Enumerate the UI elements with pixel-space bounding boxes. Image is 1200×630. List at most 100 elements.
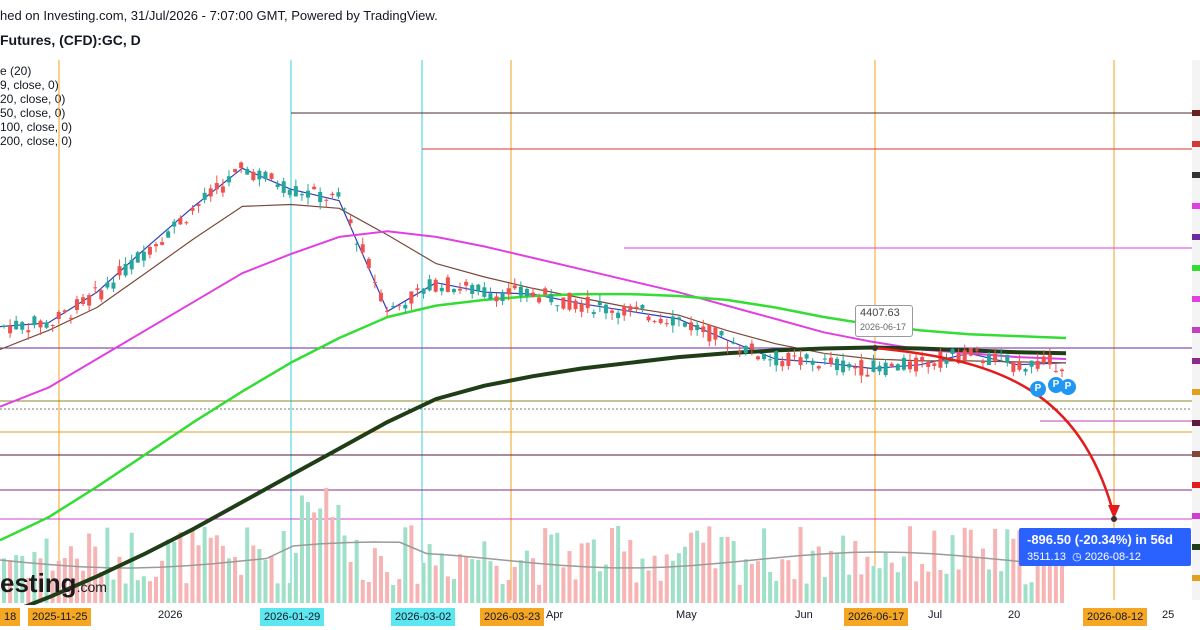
volume-bar	[251, 545, 256, 603]
x-label: 25	[1162, 609, 1175, 621]
volume-bar	[488, 561, 493, 603]
legend-ma-20[interactable]: 20, close, 0)	[0, 92, 66, 106]
axis-level-tick	[1192, 451, 1200, 457]
axis-level-tick	[1192, 234, 1200, 240]
candle-body	[220, 186, 225, 193]
candle-body	[616, 312, 621, 319]
candle-body	[579, 303, 584, 312]
volume-bar	[683, 546, 688, 603]
volume-bar	[105, 527, 110, 603]
volume-bar	[20, 555, 25, 603]
legend-ma-200[interactable]: 200, close, 0)	[0, 134, 73, 148]
volume-bar	[719, 537, 724, 603]
volume-bar	[117, 556, 122, 603]
candle-body	[537, 297, 542, 303]
candle-body	[14, 320, 19, 330]
candle-body	[634, 306, 639, 309]
volume-bar	[603, 564, 608, 603]
volume-bar	[901, 556, 906, 603]
candle-body	[166, 231, 171, 238]
volume-bar	[32, 551, 37, 603]
candle-body	[257, 170, 262, 180]
axis-level-tick	[1192, 389, 1200, 395]
volume-bar	[220, 545, 225, 603]
volume-bar	[141, 576, 146, 603]
legend-ma-9[interactable]: 9, close, 0)	[0, 78, 59, 92]
volume-bar	[725, 536, 730, 603]
volume-bar	[792, 579, 797, 603]
candle-body	[458, 288, 463, 291]
candle-body	[518, 286, 523, 296]
x-label: 20	[1008, 609, 1021, 621]
candle-body	[445, 277, 450, 292]
price-chart[interactable]	[0, 0, 1192, 605]
candle-body	[372, 282, 377, 284]
volume-bar	[451, 578, 456, 603]
candle-body	[999, 355, 1004, 357]
volume-bar	[214, 535, 219, 603]
candle-body	[287, 189, 292, 195]
candle-body	[239, 162, 244, 169]
legend-volume-ma[interactable]: e (20)	[0, 64, 32, 78]
volume-bar	[293, 552, 298, 603]
candle-body	[44, 322, 49, 328]
candle-body	[597, 302, 602, 306]
volume-bar	[500, 583, 505, 603]
legend-ma-100[interactable]: 100, close, 0)	[0, 120, 73, 134]
volume-bar	[403, 527, 408, 603]
volume-bar	[409, 525, 414, 603]
volume-bar	[780, 559, 785, 603]
volume-bar	[907, 526, 912, 603]
volume-bar	[372, 548, 377, 603]
volume-bar	[427, 544, 432, 603]
candle-body	[451, 289, 456, 293]
volume-bar	[506, 579, 511, 603]
candle-body	[312, 186, 317, 190]
volume-bar	[549, 534, 554, 603]
volume-bar	[658, 580, 663, 603]
volume-bar	[664, 554, 669, 603]
volume-bar	[470, 559, 475, 603]
volume-bar	[822, 576, 827, 603]
volume-bar	[1011, 538, 1016, 603]
event-badge[interactable]: P	[1060, 379, 1076, 395]
volume-bar	[233, 556, 238, 603]
x-label: 2026-03-02	[391, 608, 456, 626]
volume-bar	[889, 562, 894, 603]
chart-header-source: hed on Investing.com, 31/Jul/2026 - 7:07…	[0, 8, 438, 23]
volume-bar	[695, 530, 700, 603]
candle-body	[494, 296, 499, 302]
candle-body	[2, 325, 6, 327]
candle-body	[214, 183, 219, 190]
event-badge[interactable]: P	[1030, 381, 1046, 397]
volume-bar	[226, 558, 231, 603]
legend-ma-50[interactable]: 50, close, 0)	[0, 106, 66, 120]
volume-bar	[676, 553, 681, 603]
volume-bar	[816, 546, 821, 603]
volume-bar	[397, 579, 402, 603]
volume-bar	[1041, 549, 1046, 603]
candle-body	[488, 293, 493, 300]
candle-body	[980, 361, 985, 363]
volume-bar	[154, 576, 159, 603]
candle-body	[385, 310, 390, 312]
candle-body	[299, 194, 304, 196]
volume-bar	[275, 583, 280, 603]
logo-main: esting	[0, 568, 77, 598]
x-label: 2026-01-29	[260, 608, 325, 626]
volume-bar	[610, 528, 615, 603]
tooltip-date: 2026-06-17	[860, 322, 907, 332]
candle-body	[768, 359, 773, 361]
candle-body	[749, 343, 754, 350]
candle-body	[622, 306, 627, 316]
candle-body	[74, 299, 79, 310]
x-label: Jun	[795, 609, 813, 621]
candle-body	[689, 322, 694, 331]
candle-body	[646, 316, 651, 321]
axis-level-tick	[1192, 575, 1200, 581]
volume-bar	[999, 571, 1004, 603]
projection-target-price: 3511.13	[1027, 551, 1066, 563]
candle-body	[233, 169, 238, 172]
candle-body	[810, 360, 815, 365]
chart-header-symbol: Futures, (CFD):GC, D	[0, 32, 141, 48]
